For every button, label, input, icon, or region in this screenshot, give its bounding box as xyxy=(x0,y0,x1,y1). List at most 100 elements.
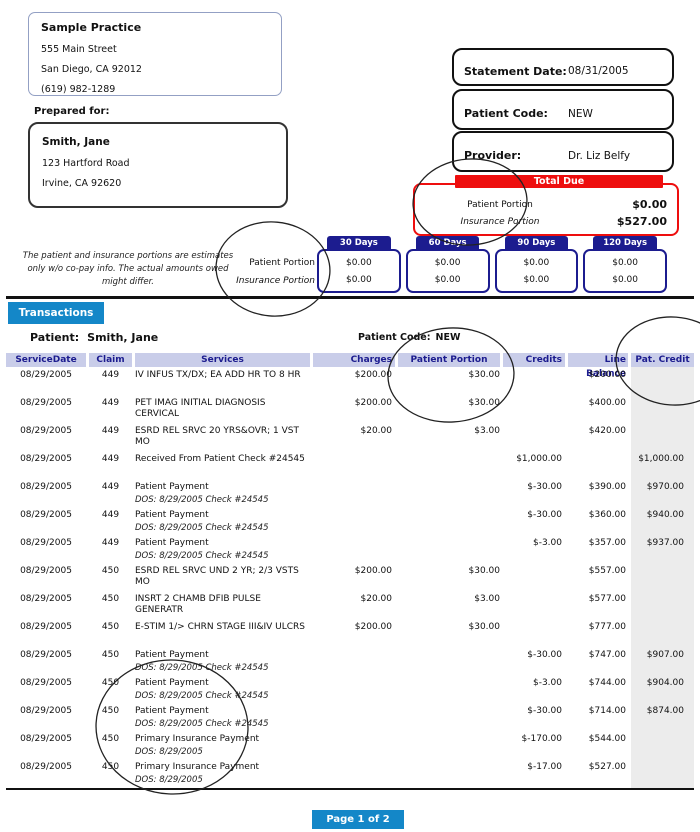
cell-claim: 450 xyxy=(101,594,120,604)
service-dos-note: DOS: 8/29/2005 Check #24545 xyxy=(135,523,269,533)
aging-bucket-values: $0.00 $0.00 xyxy=(583,249,667,293)
cell-claim: 449 xyxy=(101,510,120,520)
cell-patient-portion xyxy=(398,482,500,507)
cell-pat-credit xyxy=(631,398,694,423)
transactions-patient-label: Patient: xyxy=(30,331,80,344)
column-header-credits: Credits xyxy=(503,353,565,367)
cell-line-balance: $577.00 xyxy=(588,594,626,604)
provider-label: Provider: xyxy=(464,149,522,162)
cell-services: ESRD REL SRVC 20 YRS&OVR; 1 VST MO xyxy=(135,426,310,451)
cell-claim: 450 xyxy=(101,622,120,632)
page-indicator-button[interactable]: Page 1 of 2 xyxy=(312,810,404,829)
cell-service-date: 08/29/2005 xyxy=(20,482,72,492)
service-description: E-STIM 1/> CHRN STAGE III&IV ULCRS xyxy=(135,622,306,632)
service-description: IV INFUS TX/DX; EA ADD HR TO 8 HR xyxy=(135,370,301,380)
table-row: 08/29/2005 449 Patient Payment DOS: 8/29… xyxy=(6,507,694,535)
table-row: 08/29/2005 449 Patient Payment DOS: 8/29… xyxy=(6,479,694,507)
cell-pat-credit: $970.00 xyxy=(646,482,684,492)
cell-patient-portion: $30.00 xyxy=(468,370,501,380)
aging-bucket-patient-amount: $0.00 xyxy=(434,258,461,268)
cell-services: PET IMAG INITIAL DIAGNOSIS CERVICAL xyxy=(135,398,310,423)
cell-charges xyxy=(313,678,395,703)
statement-date-label: Statement Date: xyxy=(464,64,567,78)
cell-charges: $200.00 xyxy=(354,398,392,408)
aging-bucket-insurance-amount: $0.00 xyxy=(523,275,550,285)
cell-claim: 450 xyxy=(101,650,120,660)
patient-address-line1: 123 Hartford Road xyxy=(42,158,130,169)
cell-patient-portion xyxy=(398,762,500,787)
service-description: Primary Insurance Payment xyxy=(135,762,260,772)
cell-services: Patient Payment DOS: 8/29/2005 Check #24… xyxy=(135,538,310,563)
column-header-charges: Charges xyxy=(313,353,395,367)
aging-bucket: 60 Days $0.00 $0.00 xyxy=(405,236,490,293)
cell-service-date: 08/29/2005 xyxy=(20,370,72,380)
cell-service-date: 08/29/2005 xyxy=(20,426,72,436)
service-dos-note: DOS: 8/29/2005 xyxy=(135,747,203,757)
cell-credits: $-170.00 xyxy=(521,734,562,744)
cell-claim: 450 xyxy=(101,566,120,576)
service-dos-note: DOS: 8/29/2005 Check #24545 xyxy=(135,495,269,505)
cell-services: INSRT 2 CHAMB DFIB PULSE GENERATR xyxy=(135,594,310,619)
practice-name: Sample Practice xyxy=(41,21,142,34)
cell-service-date: 08/29/2005 xyxy=(20,762,72,772)
table-row: 08/29/2005 450 ESRD REL SRVC UND 2 YR; 2… xyxy=(6,563,694,591)
cell-claim: 449 xyxy=(101,538,120,548)
cell-credits: $-3.00 xyxy=(532,678,562,688)
cell-services: Primary Insurance Payment DOS: 8/29/2005 xyxy=(135,734,310,759)
aging-bucket-label: 90 Days xyxy=(504,236,569,250)
cell-line-balance: $357.00 xyxy=(588,538,626,548)
transactions-button[interactable]: Transactions xyxy=(8,302,104,324)
patient-code-value: NEW xyxy=(568,107,593,120)
cell-credits xyxy=(503,594,565,619)
cell-charges: $20.00 xyxy=(360,594,393,604)
cell-services: Primary Insurance Payment DOS: 8/29/2005 xyxy=(135,762,310,787)
cell-service-date: 08/29/2005 xyxy=(20,622,72,632)
cell-charges xyxy=(313,510,395,535)
cell-pat-credit xyxy=(631,594,694,619)
table-row: 08/29/2005 450 E-STIM 1/> CHRN STAGE III… xyxy=(6,619,694,647)
cell-claim: 450 xyxy=(101,734,120,744)
transactions-patient-line: Patient: Smith, Jane xyxy=(30,331,158,344)
table-body: 08/29/2005 449 IV INFUS TX/DX; EA ADD HR… xyxy=(6,367,694,787)
column-header-patient-portion: Patient Portion xyxy=(398,353,500,367)
cell-services: IV INFUS TX/DX; EA ADD HR TO 8 HR xyxy=(135,370,310,395)
service-description: Patient Payment xyxy=(135,538,209,548)
aging-bucket-patient-amount: $0.00 xyxy=(612,258,638,268)
cell-line-balance: $744.00 xyxy=(588,678,626,688)
cell-claim: 450 xyxy=(101,678,120,688)
cell-credits xyxy=(503,426,565,451)
cell-pat-credit xyxy=(631,622,694,647)
cell-services: Patient Payment DOS: 8/29/2005 Check #24… xyxy=(135,678,310,703)
cell-pat-credit: $874.00 xyxy=(646,706,684,716)
service-description: INSRT 2 CHAMB DFIB PULSE GENERATR xyxy=(135,594,261,615)
column-header-servicedate: ServiceDate xyxy=(6,353,86,367)
table-row: 08/29/2005 449 IV INFUS TX/DX; EA ADD HR… xyxy=(6,367,694,395)
cell-services: ESRD REL SRVC UND 2 YR; 2/3 VSTS MO xyxy=(135,566,310,591)
cell-pat-credit xyxy=(631,734,694,759)
cell-charges: $200.00 xyxy=(354,622,392,632)
cell-line-balance: $527.00 xyxy=(588,762,626,772)
cell-line-balance: $557.00 xyxy=(588,566,626,576)
aging-bucket-values: $0.00 $0.00 xyxy=(494,249,579,293)
aging-bucket-insurance-amount: $0.00 xyxy=(434,275,461,285)
cell-line-balance: $390.00 xyxy=(588,482,626,492)
service-dos-note: DOS: 8/29/2005 Check #24545 xyxy=(135,691,269,701)
aging-bucket-insurance-amount: $0.00 xyxy=(345,275,372,285)
cell-pat-credit: $937.00 xyxy=(646,538,684,548)
table-bottom-rule xyxy=(6,788,694,790)
column-header-line-balance: Line Balance xyxy=(568,353,628,379)
cell-pat-credit xyxy=(631,566,694,591)
cell-patient-portion: $30.00 xyxy=(468,566,501,576)
patient-name: Smith, Jane xyxy=(42,136,110,148)
cell-charges xyxy=(313,734,395,759)
cell-claim: 449 xyxy=(101,370,120,380)
cell-charges: $200.00 xyxy=(354,370,392,380)
section-divider xyxy=(6,296,694,299)
service-description: Patient Payment xyxy=(135,678,209,688)
cell-charges xyxy=(313,454,395,479)
table-row: 08/29/2005 449 ESRD REL SRVC 20 YRS&OVR;… xyxy=(6,423,694,451)
cell-patient-portion: $3.00 xyxy=(474,426,500,436)
patient-address-line2: Irvine, CA 92620 xyxy=(42,178,122,189)
cell-service-date: 08/29/2005 xyxy=(20,538,72,548)
cell-service-date: 08/29/2005 xyxy=(20,706,72,716)
